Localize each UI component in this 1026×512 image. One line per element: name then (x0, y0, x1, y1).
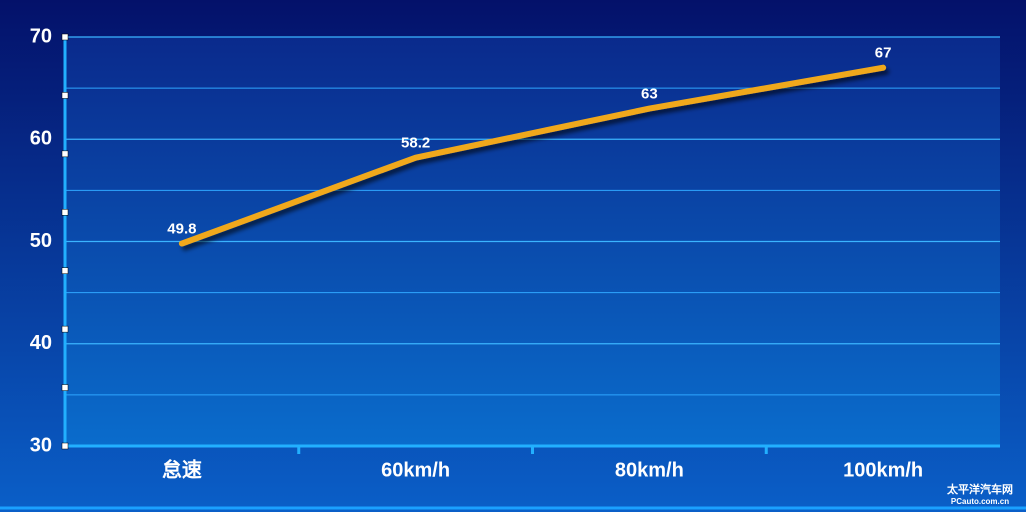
axis-handle (61, 384, 69, 391)
axis-handle (61, 150, 69, 158)
y-tick-label: 50 (30, 230, 52, 252)
x-tick-label: 60km/h (381, 459, 450, 481)
y-tick-label: 60 (30, 128, 52, 150)
axis-handle (61, 267, 69, 274)
data-label: 49.8 (167, 221, 196, 238)
axis-handle (61, 442, 69, 450)
y-tick-label: 30 (30, 434, 52, 456)
y-tick-label: 70 (30, 25, 52, 47)
watermark-title: 太平洋汽车网 (946, 482, 1013, 496)
data-label: 67 (875, 45, 892, 62)
axis-handle (61, 33, 69, 41)
data-label: 63 (641, 86, 658, 103)
line (178, 64, 887, 247)
axis-handle (61, 209, 69, 216)
x-tick-label: 怠速 (162, 457, 202, 481)
x-tick-label: 80km/h (615, 459, 684, 481)
watermark-url: PCauto.com.cn (951, 497, 1009, 506)
y-tick-label: 40 (30, 332, 52, 354)
axis-handle (61, 92, 69, 99)
x-tick-label: 100km/h (843, 459, 923, 481)
data-label: 58.2 (401, 135, 430, 152)
axis-handle (61, 325, 69, 333)
